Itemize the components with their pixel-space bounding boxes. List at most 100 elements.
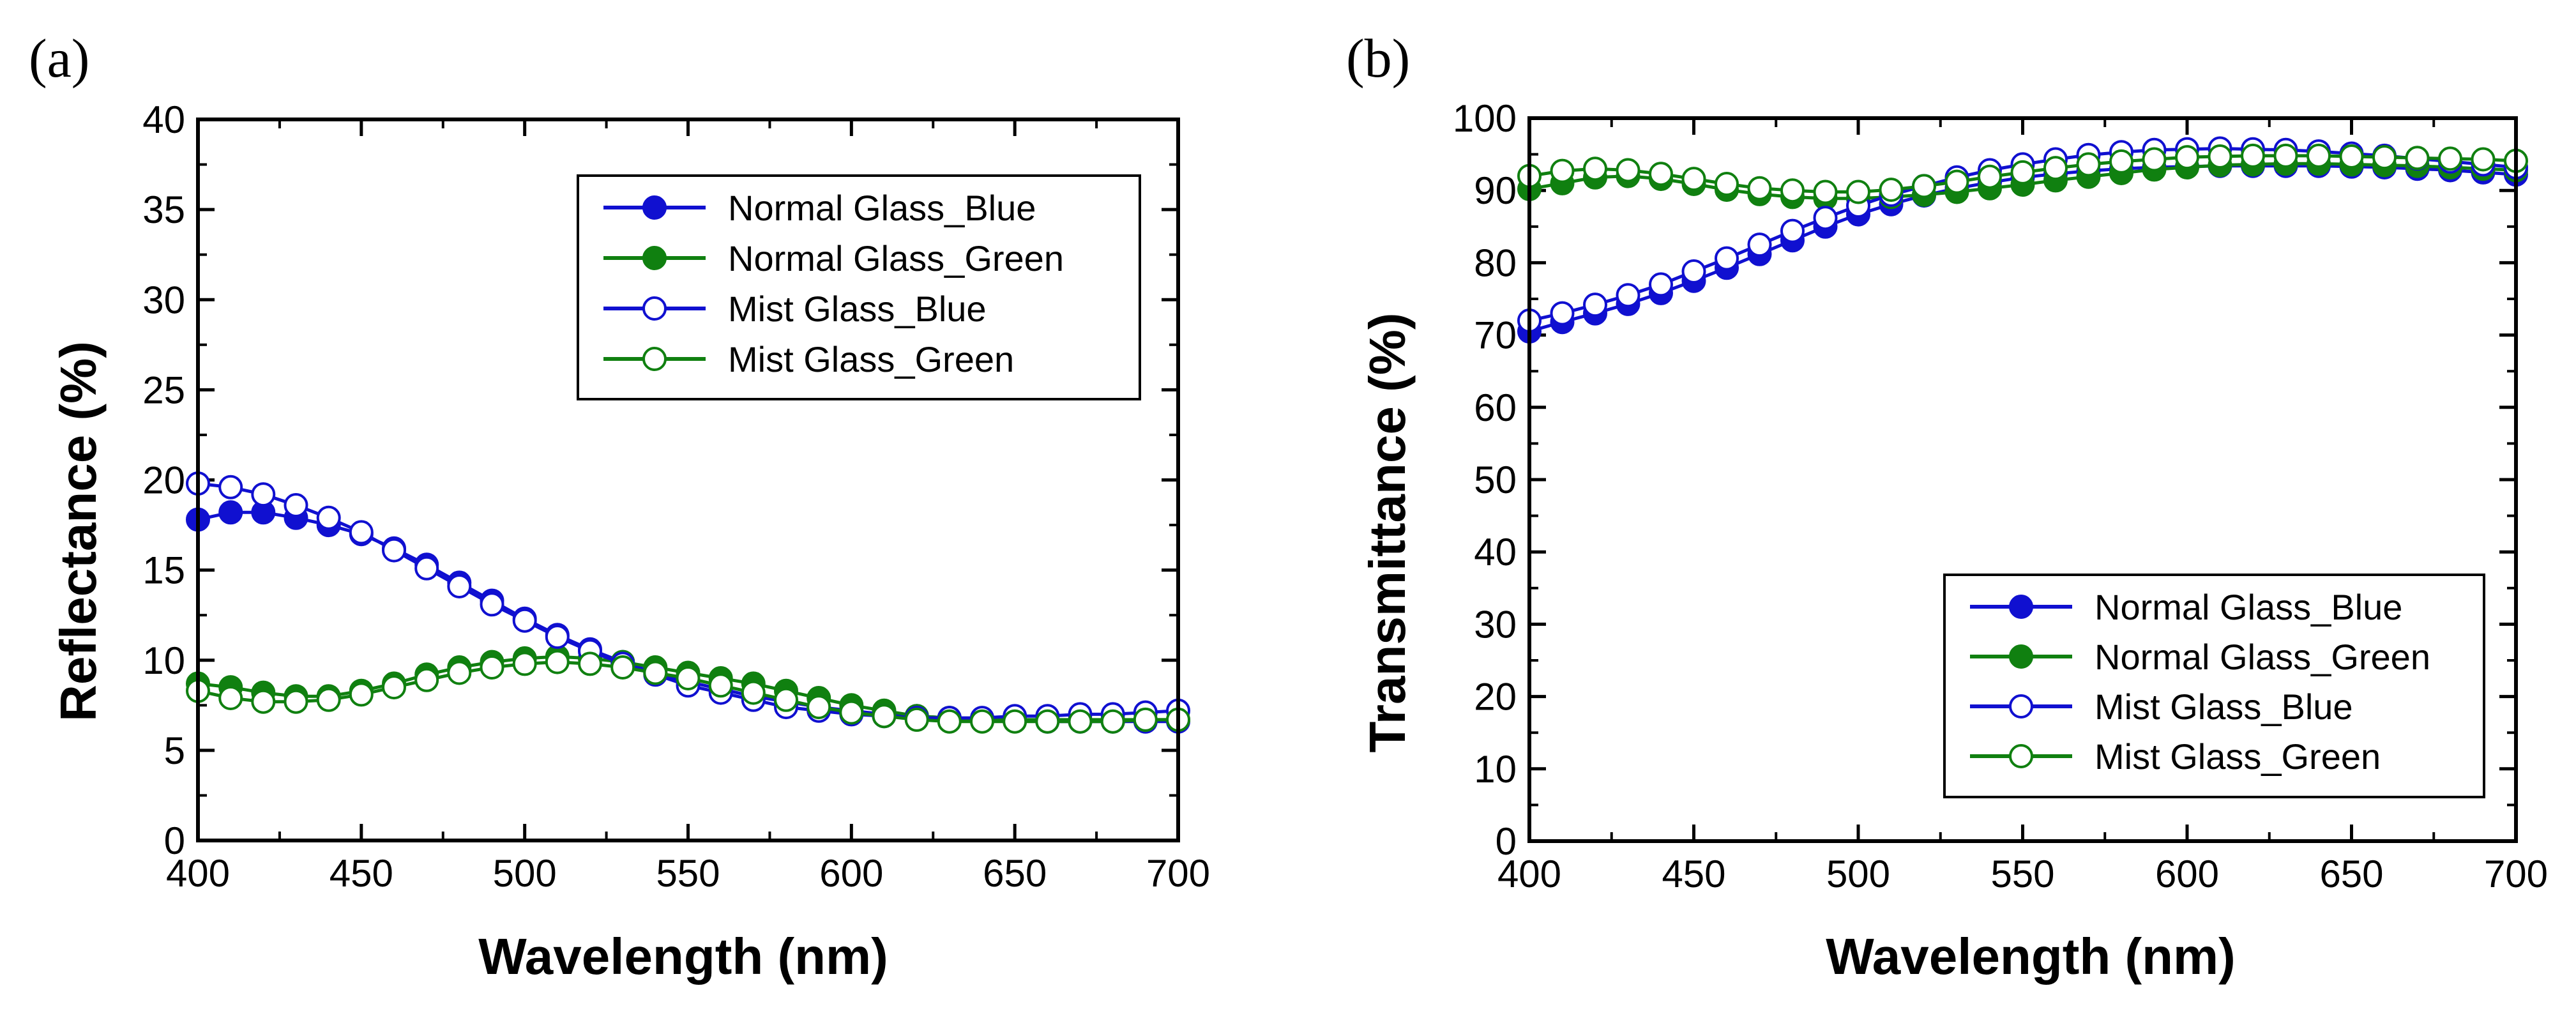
data-point: [349, 520, 374, 545]
data-point: [578, 651, 602, 676]
y-tick-label: 30: [1474, 603, 1517, 646]
y-tick-label: 10: [1474, 748, 1517, 791]
data-point: [1681, 167, 1706, 192]
y-tick-label: 90: [1474, 169, 1517, 212]
series-mist-glass-green: [1517, 143, 2528, 204]
data-point: [218, 500, 243, 525]
data-point: [1035, 709, 1060, 734]
transmittance-panel: (b) Transmittance (%) Wavelength (nm) 40…: [1346, 27, 2548, 985]
data-point: [1583, 293, 1607, 317]
data-point: [643, 660, 668, 685]
data-point: [904, 707, 929, 732]
data-point: [382, 675, 406, 700]
data-point: [251, 689, 276, 714]
data-point: [1978, 164, 2002, 189]
data-point: [251, 482, 276, 507]
tick-group-b: 400 450 500 550 600 650 700 0 10 20 30 40 50 60 70 80 90…: [1453, 97, 2548, 895]
tick-group-a: 400 450 500 550 600 650 700 0 5 10 15 20 25 30 35 40: [142, 98, 1210, 895]
data-point: [2208, 144, 2232, 169]
legend-item-normal-glass-green: Normal Glass_Green: [1970, 637, 2430, 677]
x-tick-label: 600: [2155, 853, 2219, 895]
data-point: [414, 556, 439, 581]
legend-box-b: [1943, 574, 2485, 798]
legend-item-mist-glass-green: Mist Glass_Green: [603, 339, 1014, 379]
y-tick-label: 0: [1496, 820, 1517, 863]
data-point: [512, 651, 537, 676]
y-tick-label: 100: [1453, 97, 1517, 140]
panel-label-b: (b): [1346, 27, 1410, 89]
y-axis-title: Transmittance (%): [1359, 312, 1416, 752]
x-tick-label: 700: [2484, 853, 2548, 895]
data-point: [1715, 246, 1739, 271]
legend-box-a: [577, 174, 1141, 400]
data-point: [610, 655, 635, 680]
data-point: [970, 709, 994, 734]
data-point: [1583, 156, 1607, 181]
y-axis-title: Reflectance (%): [50, 341, 107, 722]
data-point: [1813, 179, 1838, 204]
data-point: [2273, 143, 2298, 168]
data-point: [1068, 709, 1093, 734]
x-tick-label: 400: [166, 852, 230, 895]
data-point: [545, 650, 570, 674]
data-point: [2438, 146, 2462, 171]
legend-label: Mist Glass_Blue: [728, 289, 987, 329]
data-point: [545, 625, 570, 650]
data-point: [1715, 172, 1739, 196]
x-axis-title: Wavelength (nm): [1826, 928, 2235, 985]
data-point: [774, 687, 798, 712]
data-point: [2175, 145, 2199, 170]
legend-item-normal-glass-green: Normal Glass_Green: [603, 238, 1064, 278]
x-tick-label: 550: [656, 852, 720, 895]
data-point: [1649, 162, 1673, 186]
data-point: [1100, 709, 1125, 734]
data-point: [218, 686, 243, 710]
legend-marker: [642, 246, 667, 270]
data-point: [1133, 707, 1158, 732]
y-tick-label: 40: [1474, 531, 1517, 574]
legend-item-mist-glass-blue: Mist Glass_Blue: [603, 289, 987, 329]
y-tick-label: 50: [1474, 459, 1517, 501]
legend-label: Normal Glass_Blue: [2095, 587, 2402, 627]
series-layer-b: [1517, 136, 2528, 344]
data-point: [480, 592, 504, 617]
data-point: [1003, 709, 1027, 734]
x-tick-label: 650: [983, 852, 1047, 895]
legend-item-normal-glass-blue: Normal Glass_Blue: [1970, 587, 2402, 627]
data-point: [1550, 301, 1575, 326]
legend-marker: [2009, 694, 2033, 718]
data-point: [2010, 160, 2035, 185]
x-tick-label: 450: [1662, 853, 1725, 895]
legend-marker: [2009, 595, 2033, 619]
data-point: [382, 538, 406, 563]
legend-label: Mist Glass_Blue: [2095, 687, 2353, 727]
series-mist-glass-green: [186, 650, 1190, 734]
series-layer-a: [186, 471, 1190, 734]
data-point: [2471, 147, 2496, 172]
legend-item-mist-glass-blue: Mist Glass_Blue: [1970, 687, 2353, 727]
legend-marker: [642, 296, 667, 321]
legend-b: Normal Glass_Blue Normal Glass_Green Mist …: [1943, 574, 2485, 798]
y-tick-label: 30: [142, 278, 185, 321]
data-point: [2043, 156, 2068, 181]
data-point: [512, 608, 537, 633]
data-point: [2405, 146, 2430, 171]
y-tick-label: 60: [1474, 386, 1517, 429]
x-tick-label: 400: [1497, 853, 1561, 895]
data-point: [1780, 218, 1805, 243]
data-point: [872, 704, 897, 729]
legend-marker: [642, 347, 667, 371]
data-point: [218, 475, 243, 499]
data-point: [447, 660, 472, 685]
legend-marker: [642, 195, 667, 220]
y-tick-label: 15: [142, 549, 185, 592]
data-point: [447, 574, 472, 598]
x-axis-title: Wavelength (nm): [478, 928, 888, 985]
data-point: [1747, 176, 1772, 201]
data-point: [2142, 147, 2167, 172]
y-tick-label: 20: [1474, 676, 1517, 718]
plot-frame-b: [1527, 116, 2518, 843]
legend-label: Normal Glass_Green: [728, 238, 1064, 278]
data-point: [741, 680, 766, 705]
